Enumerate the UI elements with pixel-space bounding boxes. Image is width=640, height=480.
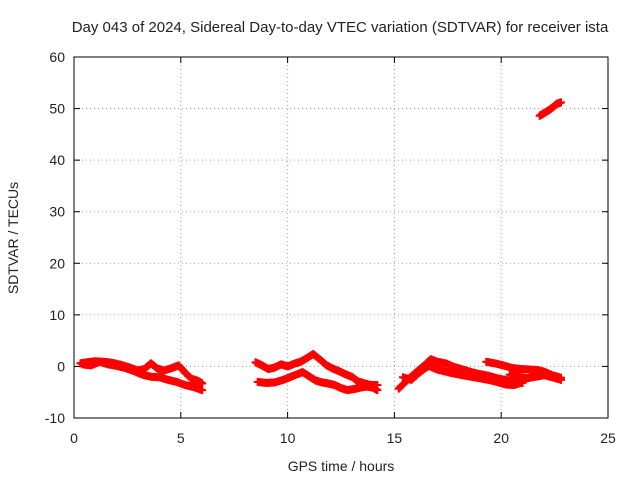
y-tick-label: 0 (57, 358, 65, 374)
y-tick-label: 60 (49, 49, 65, 65)
data-point (373, 386, 382, 395)
data-points (76, 98, 566, 395)
x-tick-label: 5 (177, 430, 185, 446)
axis-ticks: 0 5 10 15 20 25 -10 0 10 20 30 40 50 60 (45, 49, 616, 446)
x-tick-label: 15 (387, 430, 403, 446)
y-tick-label: -10 (45, 410, 65, 426)
y-tick-label: 40 (49, 152, 65, 168)
y-tick-label: 50 (49, 101, 65, 117)
series-pass-6 (398, 361, 527, 389)
data-point (557, 375, 566, 384)
x-tick-label: 20 (493, 430, 509, 446)
series-pass-4 (253, 368, 382, 395)
x-tick-label: 0 (70, 430, 78, 446)
y-axis-label: SDTVAR / TECUs (5, 182, 21, 294)
x-axis-label: GPS time / hours (288, 458, 395, 474)
y-tick-label: 10 (49, 307, 65, 323)
series-pass-8 (505, 370, 566, 384)
y-tick-label: 20 (49, 255, 65, 271)
chart-title: Day 043 of 2024, Sidereal Day-to-day VTE… (72, 19, 609, 36)
data-point (557, 98, 566, 107)
series-pass-9 (535, 98, 566, 120)
data-point (198, 379, 207, 388)
series-pass-2 (78, 357, 207, 395)
plot-frame (73, 56, 609, 419)
x-tick-label: 25 (600, 430, 616, 446)
y-tick-label: 30 (49, 204, 65, 220)
data-point (198, 386, 207, 395)
x-tick-label: 10 (280, 430, 296, 446)
